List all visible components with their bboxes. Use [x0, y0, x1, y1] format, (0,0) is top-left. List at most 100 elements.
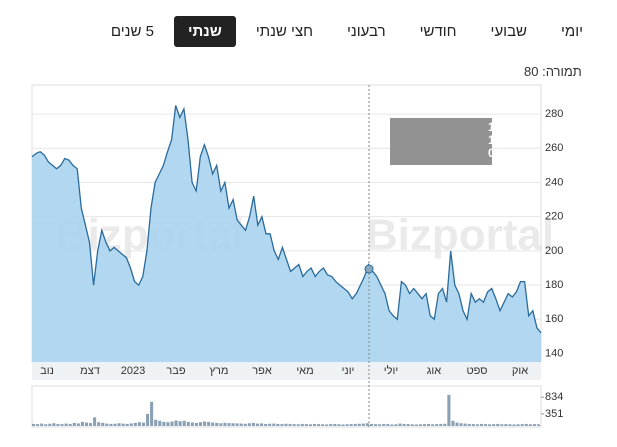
volume-bar [211, 422, 215, 426]
volume-bar [365, 423, 369, 426]
volume-bar [357, 423, 361, 426]
volume-bar [93, 417, 97, 426]
x-axis-band [32, 362, 541, 380]
volume-bar [341, 424, 345, 426]
volume-bar [203, 421, 207, 426]
volume-bar [247, 423, 251, 426]
volume-bar [369, 423, 374, 426]
tab[interactable]: חודשי [419, 23, 457, 40]
volume-bar [321, 424, 325, 426]
volume-bar [76, 423, 80, 426]
volume-bar [467, 423, 471, 426]
y-tick-label: 280 [545, 108, 563, 120]
volume-bar [492, 424, 496, 426]
y-tick-label: 834 [545, 391, 563, 403]
tooltip-change: שינוי:0% [488, 146, 535, 160]
volume-bar [158, 420, 162, 426]
volume-bar [312, 423, 317, 426]
volume-bar [97, 422, 101, 426]
volume-bar [52, 423, 56, 426]
volume-bar [483, 424, 488, 426]
x-tick-label: אוק [512, 365, 528, 377]
volume-bar [410, 424, 414, 426]
volume-bar [56, 423, 60, 426]
volume-bar [64, 423, 68, 426]
volume-bar [174, 420, 178, 426]
volume-bar [516, 424, 520, 426]
y-tick-label: 200 [545, 245, 563, 257]
volume-bar [528, 424, 532, 426]
volume-bar [504, 424, 508, 426]
volume-bar [418, 424, 422, 426]
volume-bar [141, 422, 146, 426]
volume-bar [178, 421, 182, 426]
volume-bar [443, 423, 447, 426]
tab[interactable]: חצי שנתי [255, 23, 313, 40]
volume-bar [439, 423, 443, 426]
volume-bar [304, 424, 308, 426]
volume-bar [353, 423, 357, 426]
y-tick-label: 140 [545, 347, 563, 359]
tooltip-date: זמן: 18/06/2023 [488, 120, 572, 134]
volume-bar [190, 422, 194, 426]
volume-bar [80, 421, 84, 426]
volume-bar [105, 423, 109, 426]
tooltip [390, 118, 492, 165]
tab[interactable]: 5 שנים [110, 23, 154, 40]
volume-bar [243, 423, 247, 426]
volume-bar [36, 424, 40, 426]
volume-bar [414, 424, 418, 426]
volume-bar [150, 401, 154, 426]
volume-bar [488, 424, 492, 426]
line [31, 105, 542, 334]
volume-bar [170, 421, 174, 426]
volume-bar [231, 423, 235, 426]
volume-bar [137, 422, 141, 426]
volume-bar [264, 423, 268, 426]
volume-bar [325, 424, 329, 426]
volume-bar [296, 424, 300, 426]
x-tick-label: יוני [342, 365, 355, 377]
volume-bar [520, 424, 524, 426]
highlight-point [364, 264, 374, 274]
volume-bar [536, 424, 540, 426]
volume-bar [496, 423, 500, 426]
volume-bar [475, 424, 479, 426]
return-label: תמורה: 80 [524, 64, 582, 79]
volume-bar [268, 423, 272, 426]
volume-bar [194, 422, 198, 426]
x-tick-label: מאי [296, 365, 313, 377]
y-tick-label: 220 [545, 211, 563, 223]
volume-bar [235, 423, 239, 426]
volume-bar [390, 424, 394, 426]
volume-bar [317, 424, 321, 426]
y-tick-label: 160 [545, 313, 563, 325]
x-tick-label: ספט [467, 365, 488, 377]
volume-frame [31, 385, 542, 428]
volume-bar [284, 423, 288, 426]
volume-bar [402, 423, 406, 426]
tab[interactable]: רבעוני [347, 23, 386, 40]
volume-bar [219, 423, 223, 426]
volume-bar [333, 423, 337, 426]
volume-bar [272, 423, 276, 426]
volume-bar [361, 423, 365, 426]
volume-bar [133, 422, 137, 426]
tab[interactable]: שנתי [173, 16, 236, 47]
volume-bar [186, 421, 190, 426]
volume-bar [329, 424, 333, 426]
volume-bar [154, 419, 158, 426]
volume-bar [72, 422, 76, 426]
volume-bar [32, 423, 36, 426]
volume-bar [280, 424, 284, 426]
tab[interactable]: שבועי [490, 23, 527, 40]
volume-bar [166, 422, 170, 426]
y-tick-label: 180 [545, 279, 563, 291]
volume-bar [459, 423, 463, 426]
tab[interactable]: יומי [561, 23, 583, 40]
volume-bar [512, 424, 516, 426]
volume-bar [455, 422, 459, 426]
volume-bar [524, 423, 528, 426]
